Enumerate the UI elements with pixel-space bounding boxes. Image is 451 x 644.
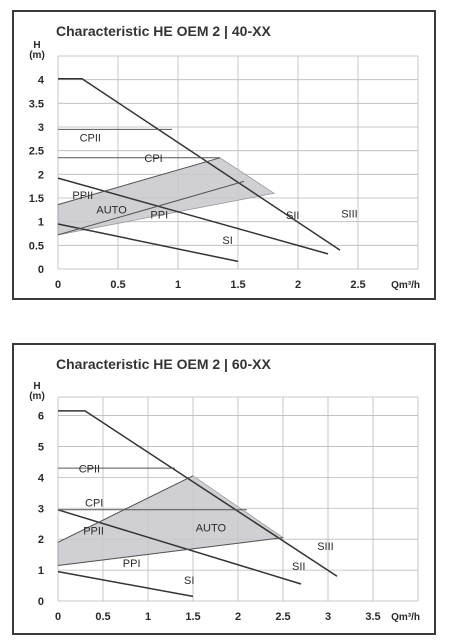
- curve-label-siii-60xx: SIII: [317, 541, 334, 553]
- curve-label-ppii-60xx: PPII: [83, 526, 104, 538]
- y-tick-label: 2: [38, 169, 44, 181]
- curve-label-siii-40xx: SIII: [341, 208, 358, 220]
- y-tick-label: 3: [38, 122, 44, 134]
- curve-label-cpii-60xx: CPII: [79, 464, 100, 476]
- series-ppi-line-40xx: [57, 180, 245, 236]
- x-axis-label-40xx: Qm³/h: [391, 280, 420, 291]
- y-tick-label: 1: [38, 217, 44, 229]
- y-tick-label: 0: [38, 264, 44, 276]
- chart-panel-60xx: Characteristic HE OEM 2 | 60-XX 0 0.5 1 1.5…: [12, 343, 436, 635]
- x-tick-label: 0: [55, 611, 61, 623]
- y-axis-label-40xx: H: [33, 40, 40, 51]
- series-ppii-line-60xx: [57, 475, 194, 543]
- y-tick-label: 3.5: [29, 98, 44, 110]
- x-tick-label: 2.5: [275, 611, 290, 623]
- y-tick-label: 0.5: [29, 240, 44, 252]
- x-tick-label: 2.5: [350, 279, 365, 291]
- y-tick-label: 3: [38, 503, 44, 515]
- x-tick-label: 3.5: [365, 611, 380, 623]
- y-tick-label: 2: [38, 534, 44, 546]
- series-ppi-line-60xx: [57, 537, 284, 566]
- series-siii-line-60xx: [58, 410, 338, 577]
- curve-label-ppi-60xx: PPI: [123, 558, 141, 570]
- y-tick-label: 1: [38, 565, 44, 577]
- curve-label-cpi-60xx: CPI: [85, 498, 103, 510]
- y-tick-label: 4: [38, 75, 45, 87]
- x-tick-label: 1.5: [230, 279, 245, 291]
- series-ppii-line-40xx: [57, 157, 221, 206]
- curve-label-sii-40xx: SII: [286, 210, 299, 222]
- series-sii-line-40xx: [57, 177, 329, 255]
- y-tick-label: 4: [38, 472, 45, 484]
- series-si-line-60xx: [57, 570, 194, 598]
- grid-60xx: [57, 396, 419, 602]
- x-tick-label: 1.5: [185, 611, 200, 623]
- x-tick-label: 1: [145, 611, 151, 623]
- y-tick-label: 5: [38, 441, 44, 453]
- chart-panel-40xx: Characteristic HE OEM 2 | 40-XX 0 0.5 1 1.5…: [12, 10, 436, 300]
- y-tick-label: 2.5: [29, 146, 44, 158]
- x-tick-label: 2: [295, 279, 301, 291]
- x-tick-label: 0.5: [110, 279, 125, 291]
- x-tick-label: 2: [235, 611, 241, 623]
- chart-title-40xx: Characteristic HE OEM 2 | 40-XX: [56, 23, 271, 39]
- x-axis-label-60xx: Qm³/h: [391, 612, 420, 623]
- y-tick-label: 6: [38, 411, 44, 423]
- curve-label-si-40xx: SI: [222, 235, 232, 247]
- x-tick-label: 0.5: [95, 611, 110, 623]
- y-tick-label: 1.5: [29, 193, 44, 205]
- curve-label-cpii-40xx: CPII: [80, 133, 101, 145]
- x-tick-label: 1: [175, 279, 181, 291]
- curve-label-auto-40xx: AUTO: [96, 205, 127, 217]
- y-axis-unit-40xx: (m): [29, 50, 45, 61]
- y-tick-label: 0: [38, 596, 44, 608]
- curve-label-sii-60xx: SII: [292, 561, 305, 573]
- curve-label-ppi-40xx: PPI: [150, 209, 168, 221]
- chart-svg-40xx: 0 0.5 1 1.5 2 2.5 0 0.5 1 1.5 2 2.5 3 3.5 4 H(m) Qm³/h CP…: [29, 40, 420, 291]
- series-siii-line-40xx: [58, 77, 341, 251]
- y-axis-unit-60xx: (m): [29, 391, 45, 402]
- x-tick-label: 0: [55, 279, 61, 291]
- chart-title-60xx: Characteristic HE OEM 2 | 60-XX: [56, 356, 271, 372]
- curve-label-ppii-40xx: PPII: [72, 190, 93, 202]
- series-si-line-40xx: [57, 223, 239, 263]
- chart-svg-60xx: 0 0.5 1 1.5 2 2.5 3 3.5 0 1 2 3 4 5 6 H(m) Qm³/h CPII CPI P…: [29, 381, 420, 623]
- y-axis-label-60xx: H: [33, 381, 40, 392]
- curve-label-cpi-40xx: CPI: [144, 153, 162, 165]
- x-tick-label: 3: [325, 611, 331, 623]
- curve-label-si-60xx: SI: [184, 575, 194, 587]
- curve-label-auto-60xx: AUTO: [196, 522, 227, 534]
- grid-40xx: [57, 55, 419, 270]
